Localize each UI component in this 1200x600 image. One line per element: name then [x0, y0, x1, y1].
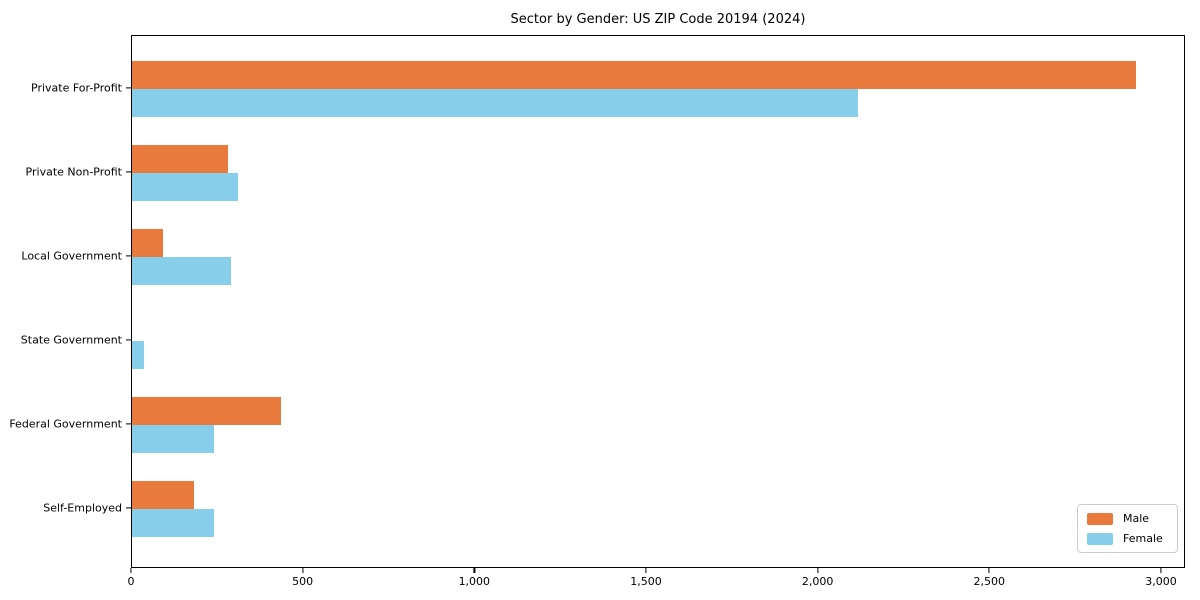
bar-female	[132, 425, 215, 453]
bar-male	[132, 145, 228, 173]
y-axis-label: Federal Government	[9, 417, 122, 431]
bar-group	[132, 229, 1184, 285]
legend-swatch-male	[1087, 512, 1113, 525]
x-axis-tick-mark	[302, 568, 304, 573]
bar-female	[132, 89, 859, 117]
x-axis-tick-label: 1,500	[630, 575, 662, 588]
bar-female	[132, 341, 144, 369]
legend-label: Male	[1123, 512, 1150, 525]
y-axis-label: Private For-Profit	[31, 81, 122, 95]
chart-title: Sector by Gender: US ZIP Code 20194 (202…	[510, 12, 806, 27]
y-axis-tick-mark	[126, 171, 131, 173]
bar-group	[132, 313, 1184, 369]
bar-group	[132, 397, 1184, 453]
y-axis-label: Local Government	[21, 249, 122, 263]
y-axis-tick-mark	[126, 255, 131, 257]
x-axis-tick-mark	[1160, 568, 1162, 573]
x-axis-tick-label: 2,000	[801, 575, 834, 588]
x-axis-tick-label: 0	[127, 575, 135, 588]
x-axis-tick-mark	[130, 568, 132, 573]
legend-swatch-female	[1087, 532, 1113, 545]
y-axis-label: State Government	[20, 333, 122, 347]
x-axis-tick-mark	[645, 568, 647, 573]
plot-area	[131, 35, 1185, 568]
bar-male	[132, 397, 282, 425]
bar-female	[132, 173, 239, 201]
x-axis-tick-label: 2,500	[973, 575, 1006, 588]
legend-label: Female	[1123, 532, 1163, 545]
y-axis-tick-mark	[126, 423, 131, 425]
x-axis-tick-label: 1,000	[458, 575, 491, 588]
legend-item: Female	[1087, 532, 1167, 545]
bar-female	[132, 257, 232, 285]
y-axis-tick-mark	[126, 87, 131, 89]
legend-item: Male	[1087, 512, 1167, 525]
y-axis-tick-mark	[126, 507, 131, 509]
x-axis-tick-label: 3,000	[1145, 575, 1177, 588]
x-axis-tick-mark	[473, 568, 475, 573]
bar-male	[132, 229, 163, 257]
bar-group	[132, 145, 1184, 201]
y-axis-label: Self-Employed	[43, 501, 122, 515]
bar-group	[132, 481, 1184, 537]
y-axis-tick-mark	[126, 339, 131, 341]
x-axis-tick-label: 500	[292, 575, 314, 588]
bar-male	[132, 61, 1137, 89]
bar-male	[132, 481, 194, 509]
bar-female	[132, 509, 215, 537]
x-axis-tick-mark	[817, 568, 819, 573]
bar-group	[132, 61, 1184, 117]
x-axis-tick-mark	[988, 568, 990, 573]
legend: Male Female	[1077, 504, 1178, 553]
y-axis-label: Private Non-Profit	[25, 165, 122, 179]
